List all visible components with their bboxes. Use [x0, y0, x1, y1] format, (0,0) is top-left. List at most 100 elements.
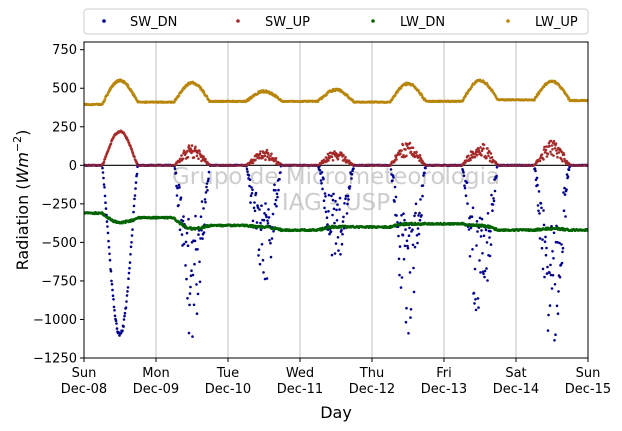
sw-up-point — [490, 156, 494, 159]
sw-up-point — [183, 150, 186, 153]
sw-dn-point — [126, 290, 129, 293]
sw-dn-point — [342, 227, 346, 230]
sw-dn-point — [329, 230, 333, 233]
sw-dn-point — [421, 194, 424, 198]
sw-dn-point — [263, 212, 266, 215]
sw-dn-point — [207, 177, 210, 181]
sw-dn-point — [540, 206, 543, 210]
sw-dn-point — [479, 235, 483, 238]
sw-dn-point — [125, 294, 129, 297]
sw-dn-point — [130, 234, 134, 237]
sw-dn-point — [331, 213, 334, 217]
sw-dn-point — [346, 194, 350, 198]
sw-dn-point — [412, 290, 416, 294]
sw-dn-point — [187, 331, 191, 335]
sw-dn-point — [557, 290, 560, 293]
sw-dn-point — [124, 306, 128, 310]
sw-dn-point — [491, 209, 494, 212]
sw-dn-point — [549, 273, 553, 277]
sw-dn-point — [397, 257, 401, 261]
sw-dn-point — [201, 237, 204, 240]
sw-dn-point — [175, 194, 179, 197]
sw-up-point — [550, 153, 553, 156]
sw-up-point — [126, 138, 130, 142]
sw-dn-point — [191, 273, 195, 277]
sw-dn-point — [411, 228, 414, 231]
sw-up-point — [486, 147, 489, 150]
sw-up-point — [552, 154, 555, 157]
sw-up-point — [195, 154, 199, 158]
sw-dn-point — [553, 339, 556, 342]
sw-dn-point — [563, 193, 567, 196]
watermark-line-2: IAG - USP — [282, 190, 390, 216]
sw-up-point — [264, 158, 267, 161]
sw-dn-point — [495, 174, 498, 178]
sw-up-point — [327, 159, 330, 162]
sw-dn-point — [336, 236, 340, 239]
sw-dn-point — [258, 262, 262, 266]
sw-dn-point — [490, 193, 493, 197]
sw-up-point — [267, 153, 270, 156]
y-axis-title: Radiation (Wm−2) — [11, 130, 32, 271]
x-tick-label-date: Dec-10 — [205, 382, 251, 397]
sw-dn-point — [262, 218, 266, 222]
sw-dn-point — [186, 244, 190, 247]
sw-up-point — [555, 149, 558, 152]
sw-dn-point — [398, 273, 401, 277]
sw-dn-point — [537, 190, 541, 193]
sw-dn-point — [253, 209, 257, 213]
sw-dn-point — [465, 181, 469, 184]
sw-up-point — [270, 152, 273, 156]
sw-dn-point — [395, 214, 398, 217]
sw-dn-point — [105, 220, 109, 223]
sw-dn-point — [134, 187, 137, 190]
sw-dn-point — [419, 198, 422, 201]
sw-dn-point — [478, 216, 482, 220]
sw-dn-point — [186, 297, 189, 300]
sw-dn-point — [102, 183, 106, 186]
sw-dn-point — [415, 234, 419, 237]
sw-dn-point — [394, 195, 398, 199]
sw-up-point — [180, 154, 183, 157]
sw-dn-point — [126, 286, 130, 289]
y-tick-label: −250 — [41, 197, 77, 212]
sw-dn-point — [248, 178, 252, 181]
legend-marker-lw-up — [506, 19, 510, 23]
sw-dn-point — [464, 194, 468, 197]
legend-marker-sw-dn — [102, 19, 106, 23]
lw-up-point — [537, 92, 541, 95]
sw-dn-point — [110, 279, 113, 283]
sw-dn-point — [469, 226, 473, 230]
y-tick-label: 0 — [69, 159, 77, 174]
sw-up-point — [542, 148, 546, 151]
legend-label-sw-dn: SW_DN — [130, 15, 177, 30]
sw-dn-point — [249, 201, 252, 204]
sw-dn-point — [108, 258, 112, 262]
sw-dn-point — [342, 215, 345, 219]
sw-up-point — [200, 159, 203, 163]
lw-up-point — [103, 98, 107, 101]
sw-dn-point — [552, 257, 555, 260]
lw-up-point — [420, 93, 424, 97]
sw-up-point — [342, 153, 345, 157]
sw-dn-point — [177, 183, 181, 187]
sw-up-point — [546, 152, 550, 156]
sw-dn-point — [102, 176, 105, 180]
sw-up-point — [557, 151, 561, 154]
y-tick-label: 750 — [52, 43, 77, 58]
sw-dn-point — [135, 174, 138, 178]
sw-dn-point — [202, 231, 206, 234]
sw-up-point — [475, 153, 479, 157]
sw-up-point — [467, 154, 470, 158]
sw-up-point — [542, 158, 545, 161]
sw-dn-point — [567, 168, 571, 171]
sw-dn-point — [318, 165, 321, 168]
sw-dn-point — [256, 204, 259, 207]
sw-dn-point — [462, 171, 465, 174]
sw-dn-point — [482, 234, 486, 238]
x-tick-label-day: Thu — [359, 366, 384, 381]
sw-dn-point — [341, 220, 345, 223]
sw-up-point — [404, 148, 407, 151]
x-tick-label-day: Wed — [286, 366, 314, 381]
